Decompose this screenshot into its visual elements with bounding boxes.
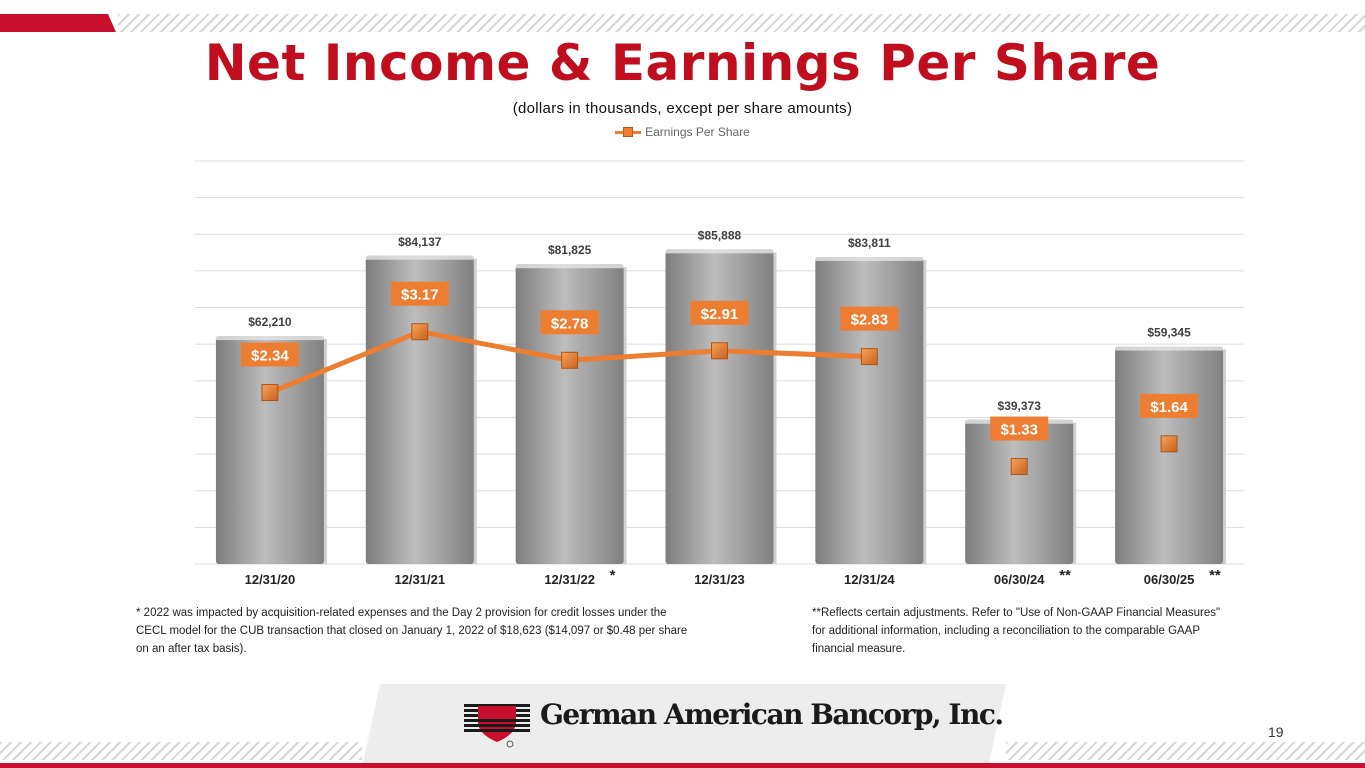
bar-value-label: $85,888 xyxy=(698,228,742,242)
eps-point-marker xyxy=(860,348,878,366)
category-label: 12/31/20 xyxy=(245,572,296,587)
category-footnote-mark: * xyxy=(610,567,616,584)
net-income-bar xyxy=(515,264,624,564)
eps-point-marker xyxy=(561,351,579,369)
eps-point-marker xyxy=(1160,435,1178,453)
eps-value-label: $2.83 xyxy=(851,312,889,329)
top-stripe-band xyxy=(118,14,1365,32)
net-income-bar xyxy=(815,256,924,564)
data-labels: $62,210 12/31/20 $84,137 12/31/21 $81,825 12/… xyxy=(240,228,1221,587)
bar-top-highlight xyxy=(815,256,924,261)
bottom-stripe-band-right xyxy=(1006,742,1365,760)
eps-label-box xyxy=(240,342,299,367)
eps-value-label: $1.64 xyxy=(1150,399,1188,416)
eps-value-label: $3.17 xyxy=(401,287,439,304)
net-income-bar xyxy=(215,336,324,564)
bar-top-highlight xyxy=(515,264,624,269)
eps-value-label: $1.33 xyxy=(1000,422,1038,439)
bar-value-label: $81,825 xyxy=(548,243,592,257)
top-red-accent xyxy=(0,14,116,32)
category-label: 12/31/24 xyxy=(844,572,895,587)
company-logo-icon xyxy=(464,704,530,748)
category-footnote-mark: ** xyxy=(1059,567,1071,584)
eps-value-label: $2.34 xyxy=(251,348,289,365)
bar-value-label: $39,373 xyxy=(998,399,1042,413)
eps-point-marker xyxy=(411,323,429,341)
bottom-red-rule xyxy=(0,763,1365,768)
eps-label-box xyxy=(690,300,749,325)
bar-top-highlight xyxy=(365,255,474,260)
bar-value-label: $62,210 xyxy=(248,315,292,329)
bar-value-label: $84,137 xyxy=(398,235,442,249)
net-income-bar xyxy=(665,249,774,565)
category-label: 06/30/24 xyxy=(994,572,1045,587)
net-income-bar xyxy=(1115,346,1224,564)
bar-top-highlight xyxy=(1115,346,1224,351)
net-income-bar xyxy=(965,419,1074,564)
eps-point-marker xyxy=(261,384,279,402)
bar-top-highlight xyxy=(215,336,324,341)
category-footnote-mark: ** xyxy=(1209,567,1221,584)
category-label: 06/30/25 xyxy=(1144,572,1195,587)
bar-value-label: $83,811 xyxy=(848,236,891,250)
bar-top-highlight xyxy=(665,249,774,254)
bars xyxy=(215,249,1227,565)
eps-label-box xyxy=(1140,393,1199,418)
eps-label-box xyxy=(390,281,449,306)
eps-point-marker xyxy=(711,342,728,360)
net-income-bar xyxy=(365,255,474,564)
eps-point-marker xyxy=(1010,458,1028,476)
company-name: German American Bancorp, Inc. xyxy=(540,698,1004,731)
eps-label-box xyxy=(840,306,899,331)
eps-value-label: $2.91 xyxy=(701,306,739,323)
bar-value-label: $59,345 xyxy=(1147,326,1191,340)
footnote-acquisition: * 2022 was impacted by acquisition-relat… xyxy=(136,607,688,655)
slide-title: Net Income & Earnings Per Share xyxy=(204,34,1161,92)
slide-subtitle: (dollars in thousands, except per share … xyxy=(512,100,853,117)
footnote-non-gaap: **Reflects certain adjustments. Refer to… xyxy=(812,607,1221,655)
bottom-stripe-band-left xyxy=(0,742,362,760)
category-label: 12/31/22 xyxy=(544,572,595,587)
legend-label: Earnings Per Share xyxy=(645,125,750,139)
chart-legend: Earnings Per Share xyxy=(0,125,1365,139)
page-number: 19 xyxy=(1268,724,1284,740)
net-income-eps-chart: $62,210 12/31/20 $84,137 12/31/21 $81,825 12/… xyxy=(195,160,1244,587)
eps-label-box xyxy=(540,310,599,335)
legend-line-marker-icon xyxy=(615,127,642,137)
category-label: 12/31/21 xyxy=(394,572,445,587)
eps-label-box xyxy=(990,416,1049,441)
eps-line xyxy=(261,323,1178,476)
eps-value-label: $2.78 xyxy=(551,315,589,332)
category-label: 12/31/23 xyxy=(694,572,745,587)
